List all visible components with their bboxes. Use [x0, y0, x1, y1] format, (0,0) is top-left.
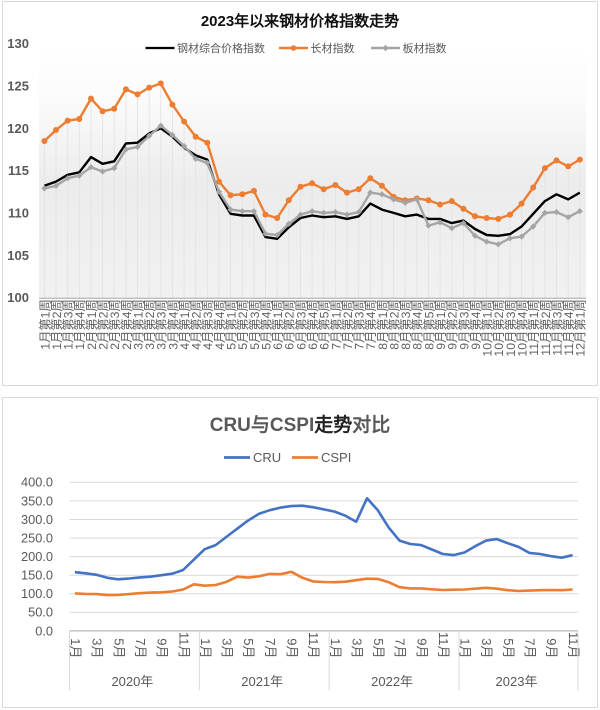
svg-text:120: 120: [7, 121, 29, 136]
svg-text:10月第2周: 10月第2周: [492, 299, 506, 356]
svg-text:1月第3周: 1月第3周: [62, 299, 76, 350]
svg-text:2022年: 2022年: [371, 674, 413, 689]
svg-text:3月第3周: 3月第3周: [155, 299, 169, 350]
svg-text:10月第1周: 10月第1周: [481, 299, 495, 356]
svg-text:3月: 3月: [90, 638, 105, 658]
svg-text:110: 110: [8, 206, 29, 221]
svg-text:CSPI: CSPI: [321, 450, 351, 465]
svg-text:9月第1周: 9月第1周: [434, 299, 448, 350]
svg-text:3月第1周: 3月第1周: [131, 299, 145, 350]
svg-text:4月第3周: 4月第3周: [201, 299, 215, 350]
svg-text:长材指数: 长材指数: [311, 41, 355, 55]
svg-text:50.0: 50.0: [28, 605, 53, 620]
svg-text:11月: 11月: [306, 632, 321, 659]
svg-text:5月: 5月: [501, 638, 516, 658]
svg-text:4月第1周: 4月第1周: [178, 299, 192, 350]
svg-text:105: 105: [7, 248, 29, 263]
svg-text:100.0: 100.0: [21, 586, 53, 601]
svg-text:10月第4周: 10月第4周: [516, 299, 530, 356]
svg-text:10月第3周: 10月第3周: [504, 299, 518, 356]
svg-text:4月第4周: 4月第4周: [213, 299, 227, 350]
svg-text:钢材综合价格指数: 钢材综合价格指数: [177, 41, 265, 55]
svg-text:7月第4周: 7月第4周: [364, 299, 378, 350]
svg-text:125: 125: [7, 79, 29, 94]
svg-text:7月: 7月: [393, 638, 408, 658]
svg-text:7月第1周: 7月第1周: [329, 299, 343, 350]
svg-text:12月第1周: 12月第1周: [574, 299, 588, 356]
svg-text:2月第2周: 2月第2周: [97, 299, 111, 350]
svg-text:CRU: CRU: [253, 450, 281, 465]
svg-text:5月: 5月: [111, 638, 126, 658]
svg-text:1月: 1月: [68, 638, 83, 658]
svg-text:3月: 3月: [220, 638, 235, 658]
svg-text:200.0: 200.0: [21, 549, 53, 564]
svg-text:7月: 7月: [523, 638, 538, 658]
svg-text:150.0: 150.0: [21, 568, 53, 583]
svg-text:1月: 1月: [198, 638, 213, 658]
svg-text:9月: 9月: [544, 638, 559, 658]
svg-text:9月第4周: 9月第4周: [469, 299, 483, 350]
svg-text:3月: 3月: [479, 638, 494, 658]
svg-text:2月第4周: 2月第4周: [120, 299, 134, 350]
svg-text:7月第3周: 7月第3周: [353, 299, 367, 350]
svg-text:3月第4周: 3月第4周: [166, 299, 180, 350]
svg-text:11月: 11月: [566, 632, 581, 659]
svg-text:11月第1周: 11月第1周: [527, 299, 541, 356]
svg-text:5月第3周: 5月第3周: [248, 299, 262, 350]
svg-text:9月第3周: 9月第3周: [457, 299, 471, 350]
svg-text:5月: 5月: [371, 638, 386, 658]
svg-text:8月第3周: 8月第3周: [399, 299, 413, 350]
svg-text:3月: 3月: [349, 638, 364, 658]
svg-text:4月第2周: 4月第2周: [190, 299, 204, 350]
svg-text:1月: 1月: [458, 638, 473, 658]
svg-text:6月第3周: 6月第3周: [294, 299, 308, 350]
svg-text:6月第2周: 6月第2周: [283, 299, 297, 350]
svg-text:11月第3周: 11月第3周: [550, 299, 564, 356]
svg-text:6月第1周: 6月第1周: [271, 299, 285, 350]
svg-text:11月: 11月: [176, 632, 191, 659]
svg-text:7月: 7月: [133, 638, 148, 658]
svg-text:9月: 9月: [285, 638, 300, 658]
svg-text:5月: 5月: [241, 638, 256, 658]
svg-text:2月第1周: 2月第1周: [85, 299, 99, 350]
svg-text:100: 100: [7, 290, 29, 305]
svg-text:5月第2周: 5月第2周: [236, 299, 250, 350]
svg-text:130: 130: [7, 36, 29, 51]
svg-text:9月第2周: 9月第2周: [446, 299, 460, 350]
svg-text:0.0: 0.0: [35, 623, 53, 638]
svg-text:板材指数: 板材指数: [403, 41, 447, 55]
svg-text:6月第4周: 6月第4周: [306, 299, 320, 350]
svg-text:400.0: 400.0: [21, 475, 53, 490]
svg-text:7月: 7月: [263, 638, 278, 658]
svg-text:11月第2周: 11月第2周: [539, 299, 553, 356]
svg-text:8月第1周: 8月第1周: [376, 299, 390, 350]
svg-text:6月第5周: 6月第5周: [318, 299, 332, 350]
svg-text:2021年: 2021年: [241, 674, 283, 689]
svg-text:2月第3周: 2月第3周: [108, 299, 122, 350]
svg-text:9月: 9月: [155, 638, 170, 658]
svg-text:5月第1周: 5月第1周: [225, 299, 239, 350]
svg-text:1月第1周: 1月第1周: [38, 299, 52, 350]
svg-text:115: 115: [8, 163, 29, 178]
svg-text:1月: 1月: [328, 638, 343, 658]
svg-text:250.0: 250.0: [21, 530, 53, 545]
svg-text:350.0: 350.0: [21, 493, 53, 508]
svg-text:8月第5周: 8月第5周: [422, 299, 436, 350]
svg-text:8月第4周: 8月第4周: [411, 299, 425, 350]
svg-text:5月第4周: 5月第4周: [259, 299, 273, 350]
svg-text:1月第4周: 1月第4周: [73, 299, 87, 350]
svg-text:300.0: 300.0: [21, 512, 53, 527]
svg-text:11月第4周: 11月第4周: [562, 299, 576, 356]
svg-text:7月第2周: 7月第2周: [341, 299, 355, 350]
svg-text:9月: 9月: [414, 638, 429, 658]
svg-text:2023年: 2023年: [496, 674, 538, 689]
svg-text:2020年: 2020年: [111, 674, 153, 689]
svg-text:11月: 11月: [436, 632, 451, 659]
svg-text:8月第2周: 8月第2周: [388, 299, 402, 350]
svg-text:1月第2周: 1月第2周: [50, 299, 64, 350]
svg-text:3月第2周: 3月第2周: [143, 299, 157, 350]
